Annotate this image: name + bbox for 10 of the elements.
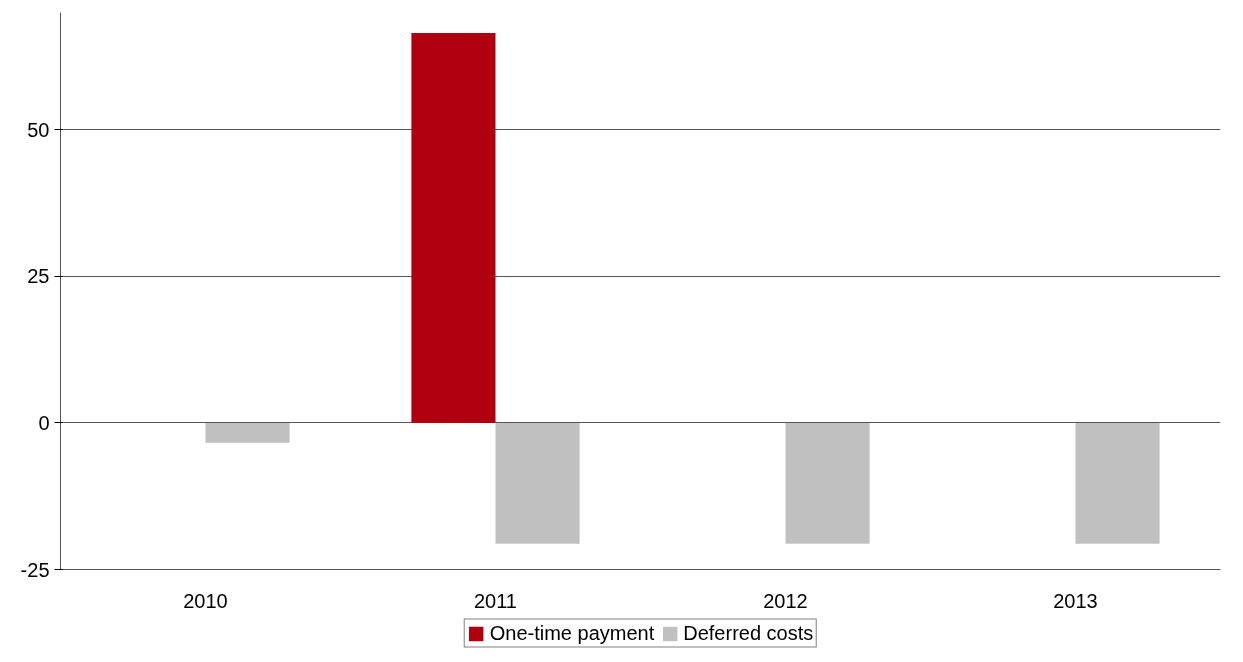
y-tick-label: 0 [38,411,50,434]
y-tick-label: 50 [27,118,50,141]
x-tick-label: 2011 [474,589,518,612]
legend-label: Deferred costs [683,621,814,645]
y-tick-label: 25 [27,265,50,288]
x-tick-label: 2012 [763,589,808,612]
x-tick-label: 2010 [183,589,228,612]
x-tick-label: 2013 [1053,589,1098,612]
legend-label: One-time payment [489,621,655,645]
y-tick-label: -25 [20,558,50,581]
